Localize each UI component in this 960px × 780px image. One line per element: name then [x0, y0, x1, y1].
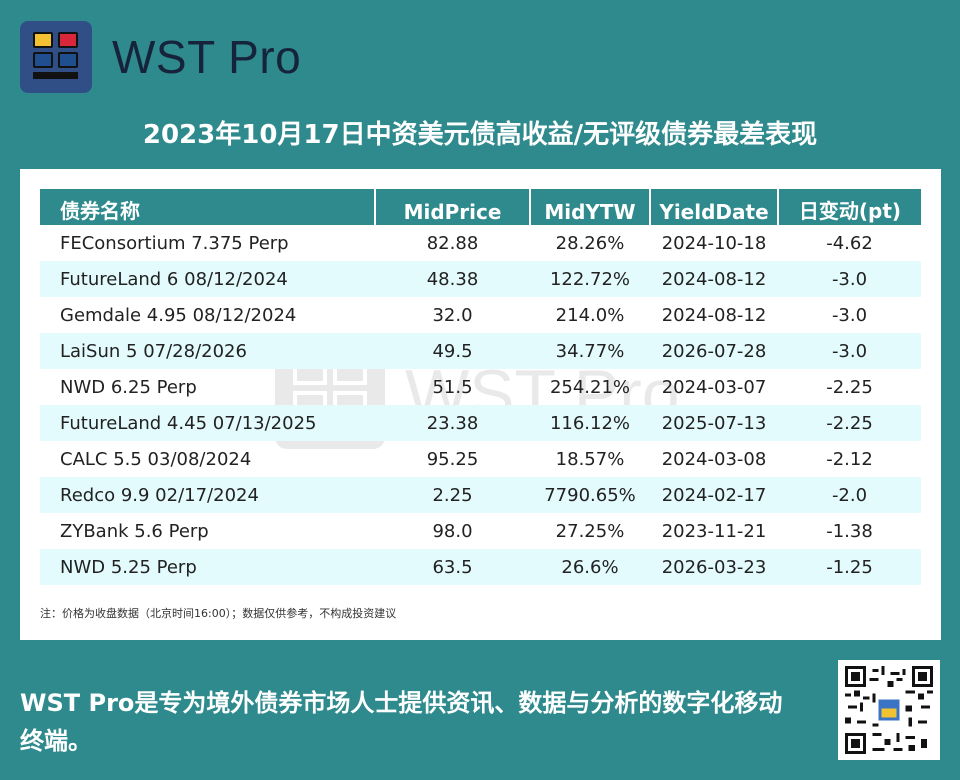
yield-date: 2026-07-28 — [650, 333, 778, 369]
mid-price: 98.0 — [432, 520, 473, 542]
daily-change: -2.12 — [826, 448, 873, 470]
bond-name: FEConsortium 7.375 Perp — [60, 232, 289, 254]
bond-name: CALC 5.5 03/08/2024 — [60, 448, 252, 470]
table-row: LaiSun 5 07/28/2026 49.5 34.77% 2026-07-… — [40, 333, 921, 369]
brand-name: WST Pro — [112, 31, 302, 83]
mid-ytw: 28.26% — [555, 232, 625, 254]
yield-date: 2024-08-12 — [661, 304, 767, 326]
daily-change: -1.38 — [826, 520, 873, 542]
table-row: NWD 5.25 Perp 63.5 26.6% 2026-03-23 -1.2… — [40, 549, 921, 585]
mid-ytw: 116.12% — [530, 405, 650, 441]
column-header-name: 债券名称 — [40, 189, 376, 225]
daily-change: -4.62 — [826, 232, 873, 254]
column-header-midprice: MidPrice — [375, 189, 531, 225]
mid-price: 2.25 — [375, 477, 530, 513]
header: WST Pro — [20, 20, 301, 94]
bond-table: 债券名称 MidPrice MidYTW YieldDate 日变动(pt) F… — [40, 189, 921, 585]
mid-price: 51.5 — [432, 376, 473, 398]
mid-price: 23.38 — [375, 405, 530, 441]
yield-date: 2023-11-21 — [661, 520, 767, 542]
mid-price: 63.5 — [375, 549, 530, 585]
mid-ytw: 26.6% — [530, 549, 650, 585]
mid-ytw: 214.0% — [555, 304, 625, 326]
mid-price: 32.0 — [432, 304, 473, 326]
yield-date: 2024-08-12 — [650, 261, 778, 297]
bond-name: NWD 5.25 Perp — [40, 549, 375, 585]
bond-name: FutureLand 4.45 07/13/2025 — [40, 405, 375, 441]
daily-change: -3.0 — [778, 261, 921, 297]
table-row: NWD 6.25 Perp 51.5 254.21% 2024-03-07 -2… — [40, 369, 921, 405]
mid-ytw: 34.77% — [530, 333, 650, 369]
bond-name: LaiSun 5 07/28/2026 — [40, 333, 375, 369]
footnote: 注：价格为收盘数据（北京时间16:00）；数据仅供参考，不构成投资建议 — [40, 607, 397, 620]
page-title: 2023年10月17日中资美元债高收益/无评级债券最差表现 — [142, 120, 818, 150]
yield-date: 2024-03-08 — [661, 448, 767, 470]
table-row: Gemdale 4.95 08/12/2024 32.0 214.0% 2024… — [40, 297, 921, 333]
daily-change: -1.25 — [778, 549, 921, 585]
yield-date: 2024-03-07 — [661, 376, 767, 398]
table-row: CALC 5.5 03/08/2024 95.25 18.57% 2024-03… — [40, 441, 921, 477]
column-header-daily-change: 日变动(pt) — [778, 189, 921, 225]
mid-price: 49.5 — [375, 333, 530, 369]
daily-change: -3.0 — [831, 304, 868, 326]
bond-name: ZYBank 5.6 Perp — [60, 520, 209, 542]
column-header-midytw: MidYTW — [530, 189, 651, 225]
bond-name: FutureLand 6 08/12/2024 — [40, 261, 375, 297]
table-card: WST Pro 债券名称 MidPrice MidYTW YieldDate 日… — [20, 169, 941, 640]
mid-price: 48.38 — [375, 261, 530, 297]
bond-name: Redco 9.9 02/17/2024 — [40, 477, 375, 513]
table-row: Redco 9.9 02/17/2024 2.25 7790.65% 2024-… — [40, 477, 921, 513]
mid-ytw: 122.72% — [530, 261, 650, 297]
daily-change: -2.25 — [826, 376, 873, 398]
table-row: FutureLand 6 08/12/2024 48.38 122.72% 20… — [40, 261, 921, 297]
mid-ytw: 18.57% — [555, 448, 625, 470]
yield-date: 2025-07-13 — [650, 405, 778, 441]
column-header-yielddate: YieldDate — [650, 189, 779, 225]
daily-change: -2.0 — [778, 477, 921, 513]
table-row: FutureLand 4.45 07/13/2025 23.38 116.12%… — [40, 405, 921, 441]
footer-tagline: WST Pro是专为境外债券市场人士提供资讯、数据与分析的数字化移动终端。 — [20, 689, 783, 755]
bond-name: Gemdale 4.95 08/12/2024 — [60, 304, 297, 326]
qr-code-icon — [838, 660, 940, 760]
daily-change: -3.0 — [778, 333, 921, 369]
wst-logo-icon — [20, 21, 92, 93]
yield-date: 2026-03-23 — [650, 549, 778, 585]
daily-change: -2.25 — [778, 405, 921, 441]
mid-price: 82.88 — [426, 232, 479, 254]
mid-price: 95.25 — [426, 448, 479, 470]
yield-date: 2024-02-17 — [650, 477, 778, 513]
yield-date: 2024-10-18 — [661, 232, 767, 254]
bond-name: NWD 6.25 Perp — [60, 376, 197, 398]
mid-ytw: 254.21% — [549, 376, 631, 398]
table-row: FEConsortium 7.375 Perp 82.88 28.26% 202… — [40, 225, 921, 261]
mid-ytw: 7790.65% — [530, 477, 650, 513]
mid-ytw: 27.25% — [555, 520, 625, 542]
table-header-row: 债券名称 MidPrice MidYTW YieldDate 日变动(pt) — [40, 189, 921, 225]
table-row: ZYBank 5.6 Perp 98.0 27.25% 2023-11-21 -… — [40, 513, 921, 549]
